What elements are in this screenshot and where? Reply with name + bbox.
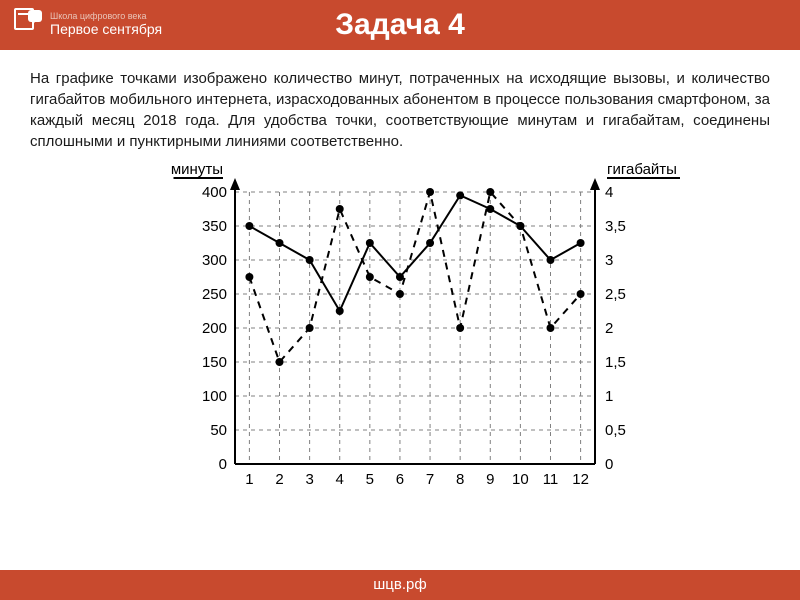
svg-text:7: 7 bbox=[426, 471, 434, 488]
svg-text:минуты: минуты bbox=[171, 162, 223, 178]
svg-text:150: 150 bbox=[202, 354, 227, 371]
svg-text:0: 0 bbox=[605, 456, 613, 473]
svg-text:11: 11 bbox=[543, 471, 559, 488]
svg-text:гигабайты: гигабайты bbox=[607, 162, 677, 178]
svg-text:250: 250 bbox=[202, 286, 227, 303]
svg-text:12: 12 bbox=[572, 471, 589, 488]
svg-text:1: 1 bbox=[605, 388, 613, 405]
footer-text: шцв.рф bbox=[373, 576, 426, 593]
svg-text:6: 6 bbox=[396, 471, 404, 488]
svg-text:8: 8 bbox=[456, 471, 464, 488]
svg-text:4: 4 bbox=[336, 471, 344, 488]
task-description: На графике точками изображено количество… bbox=[0, 50, 800, 162]
brand-block: Школа цифрового века Первое сентября bbox=[0, 8, 162, 42]
brand-line1: Школа цифрового века bbox=[50, 12, 162, 21]
svg-text:100: 100 bbox=[202, 388, 227, 405]
svg-text:2: 2 bbox=[605, 320, 613, 337]
chart-container: 0501001502002503003504001234567891011120… bbox=[0, 162, 800, 502]
svg-text:3: 3 bbox=[605, 252, 613, 269]
svg-text:0: 0 bbox=[219, 456, 227, 473]
svg-text:3: 3 bbox=[305, 471, 313, 488]
svg-text:1: 1 bbox=[245, 471, 253, 488]
svg-text:0,5: 0,5 bbox=[605, 422, 626, 439]
svg-text:2,5: 2,5 bbox=[605, 286, 626, 303]
page-title: Задача 4 bbox=[335, 8, 465, 42]
svg-text:200: 200 bbox=[202, 320, 227, 337]
svg-text:50: 50 bbox=[210, 422, 227, 439]
svg-text:9: 9 bbox=[486, 471, 494, 488]
footer-bar: шцв.рф bbox=[0, 570, 800, 600]
svg-text:300: 300 bbox=[202, 252, 227, 269]
svg-text:400: 400 bbox=[202, 184, 227, 201]
svg-text:3,5: 3,5 bbox=[605, 218, 626, 235]
brand-logo-icon bbox=[14, 8, 42, 42]
svg-text:4: 4 bbox=[605, 184, 613, 201]
brand-text: Школа цифрового века Первое сентября bbox=[50, 12, 162, 38]
svg-text:2: 2 bbox=[275, 471, 283, 488]
svg-text:10: 10 bbox=[512, 471, 529, 488]
brand-line2: Первое сентября bbox=[50, 21, 162, 38]
svg-text:5: 5 bbox=[366, 471, 374, 488]
svg-text:350: 350 bbox=[202, 218, 227, 235]
usage-chart: 0501001502002503003504001234567891011120… bbox=[120, 162, 680, 502]
svg-text:1,5: 1,5 bbox=[605, 354, 626, 371]
header-bar: Школа цифрового века Первое сентября Зад… bbox=[0, 0, 800, 50]
